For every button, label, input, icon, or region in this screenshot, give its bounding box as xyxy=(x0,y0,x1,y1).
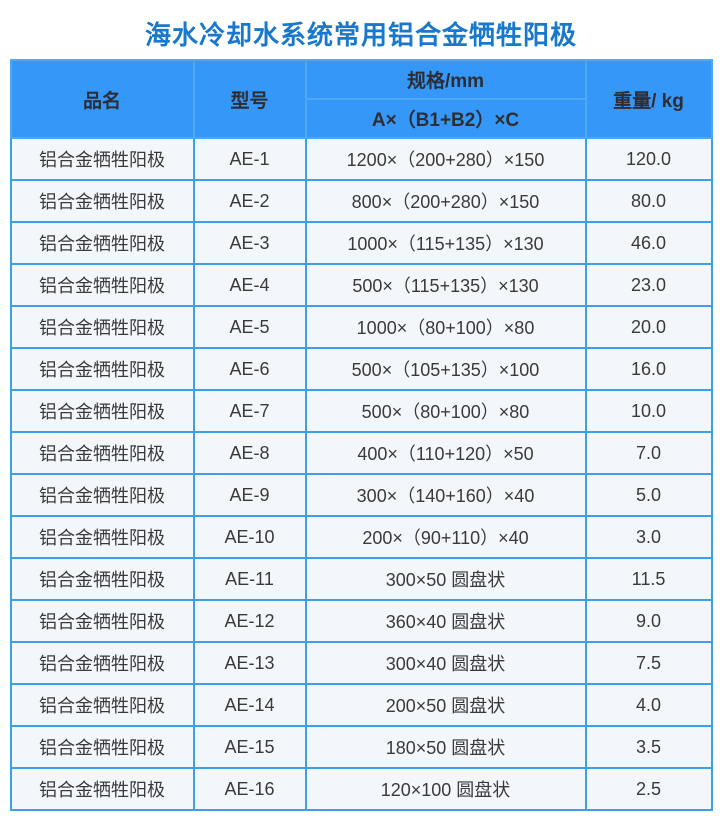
weight-cell: 4.0 xyxy=(584,683,713,727)
spec-cell: 300×50 圆盘状 xyxy=(304,557,587,601)
header-weight: 重量/ kg xyxy=(584,59,713,139)
spec-cell: 120×100 圆盘状 xyxy=(304,767,587,811)
table-row: 铝合金牺牲阳极 AE-10 200×（90+110）×40 3.0 xyxy=(9,515,713,559)
spec-cell: 200×50 圆盘状 xyxy=(304,683,587,727)
spec-cell: 180×50 圆盘状 xyxy=(304,725,587,769)
model-cell: AE-12 xyxy=(192,599,307,643)
spec-cell: 400×（110+120）×50 xyxy=(304,431,587,475)
model-cell: AE-16 xyxy=(192,767,307,811)
header-model: 型号 xyxy=(192,59,307,139)
weight-cell: 2.5 xyxy=(584,767,713,811)
anode-spec-table: 品名 型号 规格/mm 重量/ kg A×（B1+B2）×C 铝合金牺牲阳极 AE… xyxy=(9,59,713,811)
weight-cell: 120.0 xyxy=(584,137,713,181)
spec-cell: 1000×（115+135）×130 xyxy=(304,221,587,265)
header-row-top: 品名 型号 规格/mm 重量/ kg xyxy=(9,59,713,139)
table-row: 铝合金牺牲阳极 AE-12 360×40 圆盘状 9.0 xyxy=(9,599,713,643)
product-cell: 铝合金牺牲阳极 xyxy=(9,305,195,349)
spec-cell: 300×40 圆盘状 xyxy=(304,641,587,685)
weight-cell: 16.0 xyxy=(584,347,713,391)
model-cell: AE-4 xyxy=(192,263,307,307)
table-row: 铝合金牺牲阳极 AE-11 300×50 圆盘状 11.5 xyxy=(9,557,713,601)
model-cell: AE-14 xyxy=(192,683,307,727)
product-cell: 铝合金牺牲阳极 xyxy=(9,515,195,559)
model-cell: AE-3 xyxy=(192,221,307,265)
weight-cell: 80.0 xyxy=(584,179,713,223)
page-title: 海水冷却水系统常用铝合金牺牲阳极 xyxy=(144,20,577,50)
spec-cell: 360×40 圆盘状 xyxy=(304,599,587,643)
model-cell: AE-2 xyxy=(192,179,307,223)
table-row: 铝合金牺牲阳极 AE-6 500×（105+135）×100 16.0 xyxy=(9,347,713,391)
product-cell: 铝合金牺牲阳极 xyxy=(9,641,195,685)
header-product: 品名 xyxy=(9,59,195,139)
table-row: 铝合金牺牲阳极 AE-13 300×40 圆盘状 7.5 xyxy=(9,641,713,685)
spec-cell: 1000×（80+100）×80 xyxy=(304,305,587,349)
model-cell: AE-7 xyxy=(192,389,307,433)
weight-cell: 23.0 xyxy=(584,263,713,307)
product-cell: 铝合金牺牲阳极 xyxy=(9,725,195,769)
table-row: 铝合金牺牲阳极 AE-9 300×（140+160）×40 5.0 xyxy=(9,473,713,517)
model-cell: AE-13 xyxy=(192,641,307,685)
header-row-sub: A×（B1+B2）×C xyxy=(11,98,712,139)
weight-cell: 3.5 xyxy=(584,725,713,769)
model-cell: AE-11 xyxy=(192,557,307,601)
product-cell: 铝合金牺牲阳极 xyxy=(9,767,195,811)
table-row: 铝合金牺牲阳极 AE-14 200×50 圆盘状 4.0 xyxy=(9,683,713,727)
weight-cell: 3.0 xyxy=(584,515,713,559)
table-row: 铝合金牺牲阳极 AE-2 800×（200+280）×150 80.0 xyxy=(9,179,713,223)
product-cell: 铝合金牺牲阳极 xyxy=(9,683,195,727)
product-cell: 铝合金牺牲阳极 xyxy=(9,557,195,601)
table-row: 铝合金牺牲阳极 AE-15 180×50 圆盘状 3.5 xyxy=(9,725,713,769)
weight-cell: 11.5 xyxy=(584,557,713,601)
table-row: 铝合金牺牲阳极 AE-5 1000×（80+100）×80 20.0 xyxy=(9,305,713,349)
table-row: 铝合金牺牲阳极 AE-8 400×（110+120）×50 7.0 xyxy=(9,431,713,475)
product-cell: 铝合金牺牲阳极 xyxy=(9,389,195,433)
weight-cell: 46.0 xyxy=(584,221,713,265)
table-row: 铝合金牺牲阳极 AE-16 120×100 圆盘状 2.5 xyxy=(9,767,713,811)
model-cell: AE-6 xyxy=(192,347,307,391)
weight-cell: 9.0 xyxy=(584,599,713,643)
weight-cell: 7.5 xyxy=(584,641,713,685)
weight-cell: 20.0 xyxy=(584,305,713,349)
spec-cell: 300×（140+160）×40 xyxy=(304,473,587,517)
spec-cell: 500×（105+135）×100 xyxy=(304,347,587,391)
product-cell: 铝合金牺牲阳极 xyxy=(9,473,195,517)
product-cell: 铝合金牺牲阳极 xyxy=(9,431,195,475)
product-cell: 铝合金牺牲阳极 xyxy=(9,221,195,265)
table-body: 铝合金牺牲阳极 AE-1 1200×（200+280）×150 120.0 铝合金牺牲阳… xyxy=(9,137,713,811)
model-cell: AE-9 xyxy=(192,473,307,517)
header-spec-formula: A×（B1+B2）×C xyxy=(304,98,587,139)
model-cell: AE-10 xyxy=(192,515,307,559)
spec-cell: 500×（115+135）×130 xyxy=(304,263,587,307)
table-row: 铝合金牺牲阳极 AE-4 500×（115+135）×130 23.0 xyxy=(9,263,713,307)
table-row: 铝合金牺牲阳极 AE-7 500×（80+100）×80 10.0 xyxy=(9,389,713,433)
model-cell: AE-1 xyxy=(192,137,307,181)
table-row: 铝合金牺牲阳极 AE-3 1000×（115+135）×130 46.0 xyxy=(9,221,713,265)
spec-cell: 1200×（200+280）×150 xyxy=(304,137,587,181)
table-header: 品名 型号 规格/mm 重量/ kg A×（B1+B2）×C xyxy=(9,59,713,139)
model-cell: AE-15 xyxy=(192,725,307,769)
product-cell: 铝合金牺牲阳极 xyxy=(9,137,195,181)
model-cell: AE-8 xyxy=(192,431,307,475)
spec-cell: 500×（80+100）×80 xyxy=(304,389,587,433)
spec-cell: 200×（90+110）×40 xyxy=(304,515,587,559)
product-cell: 铝合金牺牲阳极 xyxy=(9,263,195,307)
header-spec-group: 规格/mm xyxy=(304,59,587,100)
table-row: 铝合金牺牲阳极 AE-1 1200×（200+280）×150 120.0 xyxy=(9,137,713,181)
weight-cell: 5.0 xyxy=(584,473,713,517)
product-cell: 铝合金牺牲阳极 xyxy=(9,179,195,223)
weight-cell: 10.0 xyxy=(584,389,713,433)
weight-cell: 7.0 xyxy=(584,431,713,475)
product-cell: 铝合金牺牲阳极 xyxy=(9,599,195,643)
product-cell: 铝合金牺牲阳极 xyxy=(9,347,195,391)
model-cell: AE-5 xyxy=(192,305,307,349)
spec-cell: 800×（200+280）×150 xyxy=(304,179,587,223)
